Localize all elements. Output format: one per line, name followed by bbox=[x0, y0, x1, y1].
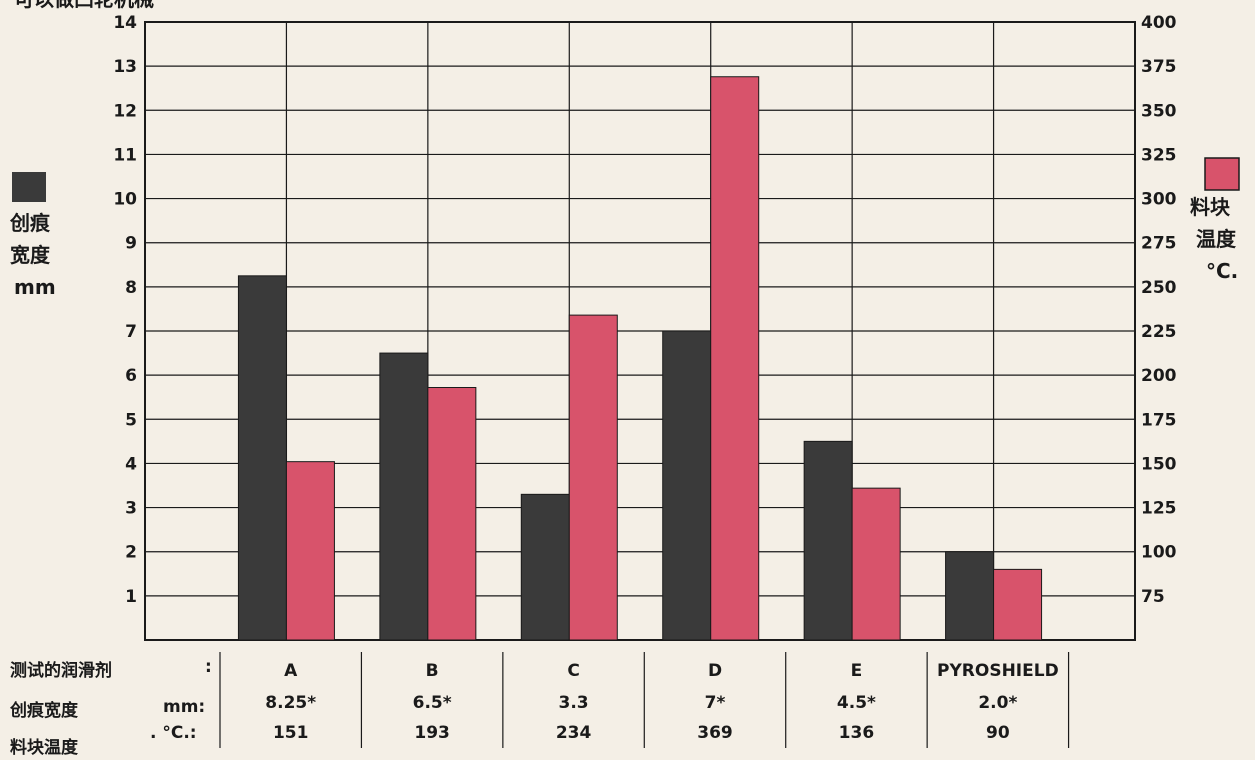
temp-value-label: 136 bbox=[839, 723, 875, 743]
bar-width-c bbox=[520, 493, 570, 641]
bar-width-e bbox=[803, 440, 853, 641]
bar-temp-e bbox=[851, 487, 901, 641]
temp-value-label: 193 bbox=[414, 723, 450, 743]
left-tick-label: 6 bbox=[125, 366, 137, 386]
left-tick-label: 11 bbox=[113, 145, 137, 165]
bar-temp-c bbox=[568, 314, 618, 641]
right-tick-label: 375 bbox=[1141, 57, 1177, 77]
bar-temp-a bbox=[285, 461, 335, 641]
temp-value-label: 369 bbox=[697, 723, 733, 743]
left-tick-label: 13 bbox=[113, 57, 137, 77]
right-tick-label: 200 bbox=[1141, 366, 1177, 386]
width-value-label: 4.5* bbox=[837, 693, 876, 713]
left-tick-label: 12 bbox=[113, 101, 137, 121]
right-axis-ticks: 75 100 125 150 175 200 225 250 275 300 325 350 375 40… bbox=[1141, 13, 1177, 607]
bar-width-d bbox=[662, 330, 712, 641]
right-tick-label: 350 bbox=[1141, 101, 1177, 121]
left-tick-label: 3 bbox=[125, 499, 137, 519]
left-axis-swatch bbox=[12, 172, 46, 202]
right-tick-label: 300 bbox=[1141, 190, 1177, 210]
right-tick-label: 325 bbox=[1141, 145, 1177, 165]
right-tick-label: 100 bbox=[1141, 543, 1177, 563]
bar-width-a bbox=[237, 275, 287, 641]
row-label-temp: 料块温度 bbox=[10, 737, 79, 758]
width-value-label: 8.25* bbox=[265, 693, 316, 713]
left-tick-label: 7 bbox=[125, 322, 137, 342]
row-unit-width: mm: bbox=[163, 697, 205, 717]
right-axis-label-line2: 温度 bbox=[1196, 227, 1237, 251]
category-label: C bbox=[567, 661, 579, 681]
category-label: D bbox=[708, 661, 722, 681]
left-tick-label: 4 bbox=[125, 454, 137, 474]
category-label: A bbox=[284, 661, 298, 681]
bar-temp-pyroshield bbox=[993, 568, 1043, 641]
left-tick-label: 2 bbox=[125, 543, 137, 563]
width-value-label: 2.0* bbox=[978, 693, 1017, 713]
left-axis-label-line2: 宽度 bbox=[10, 243, 51, 267]
left-tick-label: 10 bbox=[113, 190, 137, 210]
right-tick-label: 400 bbox=[1141, 13, 1177, 33]
row-unit-temp: . °C.: bbox=[150, 723, 197, 743]
bar-width-pyroshield bbox=[945, 551, 995, 641]
left-axis-label-line3: mm bbox=[14, 275, 56, 299]
right-tick-label: 175 bbox=[1141, 410, 1177, 430]
right-axis-swatch bbox=[1204, 157, 1240, 191]
bar-temp-d bbox=[710, 76, 760, 641]
right-tick-label: 225 bbox=[1141, 322, 1177, 342]
row-label-lubricant: 测试的润滑剂 bbox=[10, 660, 112, 681]
right-axis-label-line1: 料块 bbox=[1190, 195, 1231, 219]
left-tick-label: 9 bbox=[125, 234, 137, 254]
bar-width-b bbox=[379, 352, 429, 641]
width-value-label: 6.5* bbox=[413, 693, 452, 713]
chart-title: 可以做凸轮机械 bbox=[14, 0, 154, 11]
category-label: E bbox=[851, 661, 863, 681]
left-tick-label: 14 bbox=[113, 13, 137, 33]
left-axis-legend: 创痕 宽度 mm bbox=[9, 172, 56, 299]
right-axis-legend: 料块 温度 °C. bbox=[1190, 157, 1240, 283]
left-tick-label: 1 bbox=[125, 587, 137, 607]
width-value-label: 7* bbox=[705, 693, 726, 713]
temp-value-label: 234 bbox=[556, 723, 592, 743]
right-tick-label: 75 bbox=[1141, 587, 1165, 607]
right-tick-label: 150 bbox=[1141, 454, 1177, 474]
data-table: 测试的润滑剂 创痕宽度 料块温度 : mm: . °C.: A 8.25* 151 B… bbox=[9, 652, 1070, 758]
temp-value-label: 90 bbox=[986, 723, 1010, 743]
row-unit-lubricant: : bbox=[205, 657, 212, 677]
category-label: PYROSHIELD bbox=[937, 661, 1059, 681]
left-tick-label: 5 bbox=[125, 410, 137, 430]
right-tick-label: 250 bbox=[1141, 278, 1177, 298]
right-axis-label-line3: °C. bbox=[1206, 259, 1238, 283]
category-label: B bbox=[426, 661, 439, 681]
row-label-width: 创痕宽度 bbox=[9, 700, 79, 721]
left-axis-label-line1: 创痕 bbox=[9, 211, 51, 235]
right-tick-label: 275 bbox=[1141, 234, 1177, 254]
table-columns: A 8.25* 151 B 6.5* 193 C 3.3 234 D 7* 369 E 4.5* 136 PY… bbox=[219, 652, 1070, 748]
bar-temp-b bbox=[427, 387, 477, 641]
width-value-label: 3.3 bbox=[559, 693, 589, 713]
temp-value-label: 151 bbox=[273, 723, 309, 743]
left-tick-label: 8 bbox=[125, 278, 137, 298]
right-tick-label: 125 bbox=[1141, 499, 1177, 519]
grid bbox=[144, 21, 1136, 641]
bars bbox=[237, 76, 1043, 641]
